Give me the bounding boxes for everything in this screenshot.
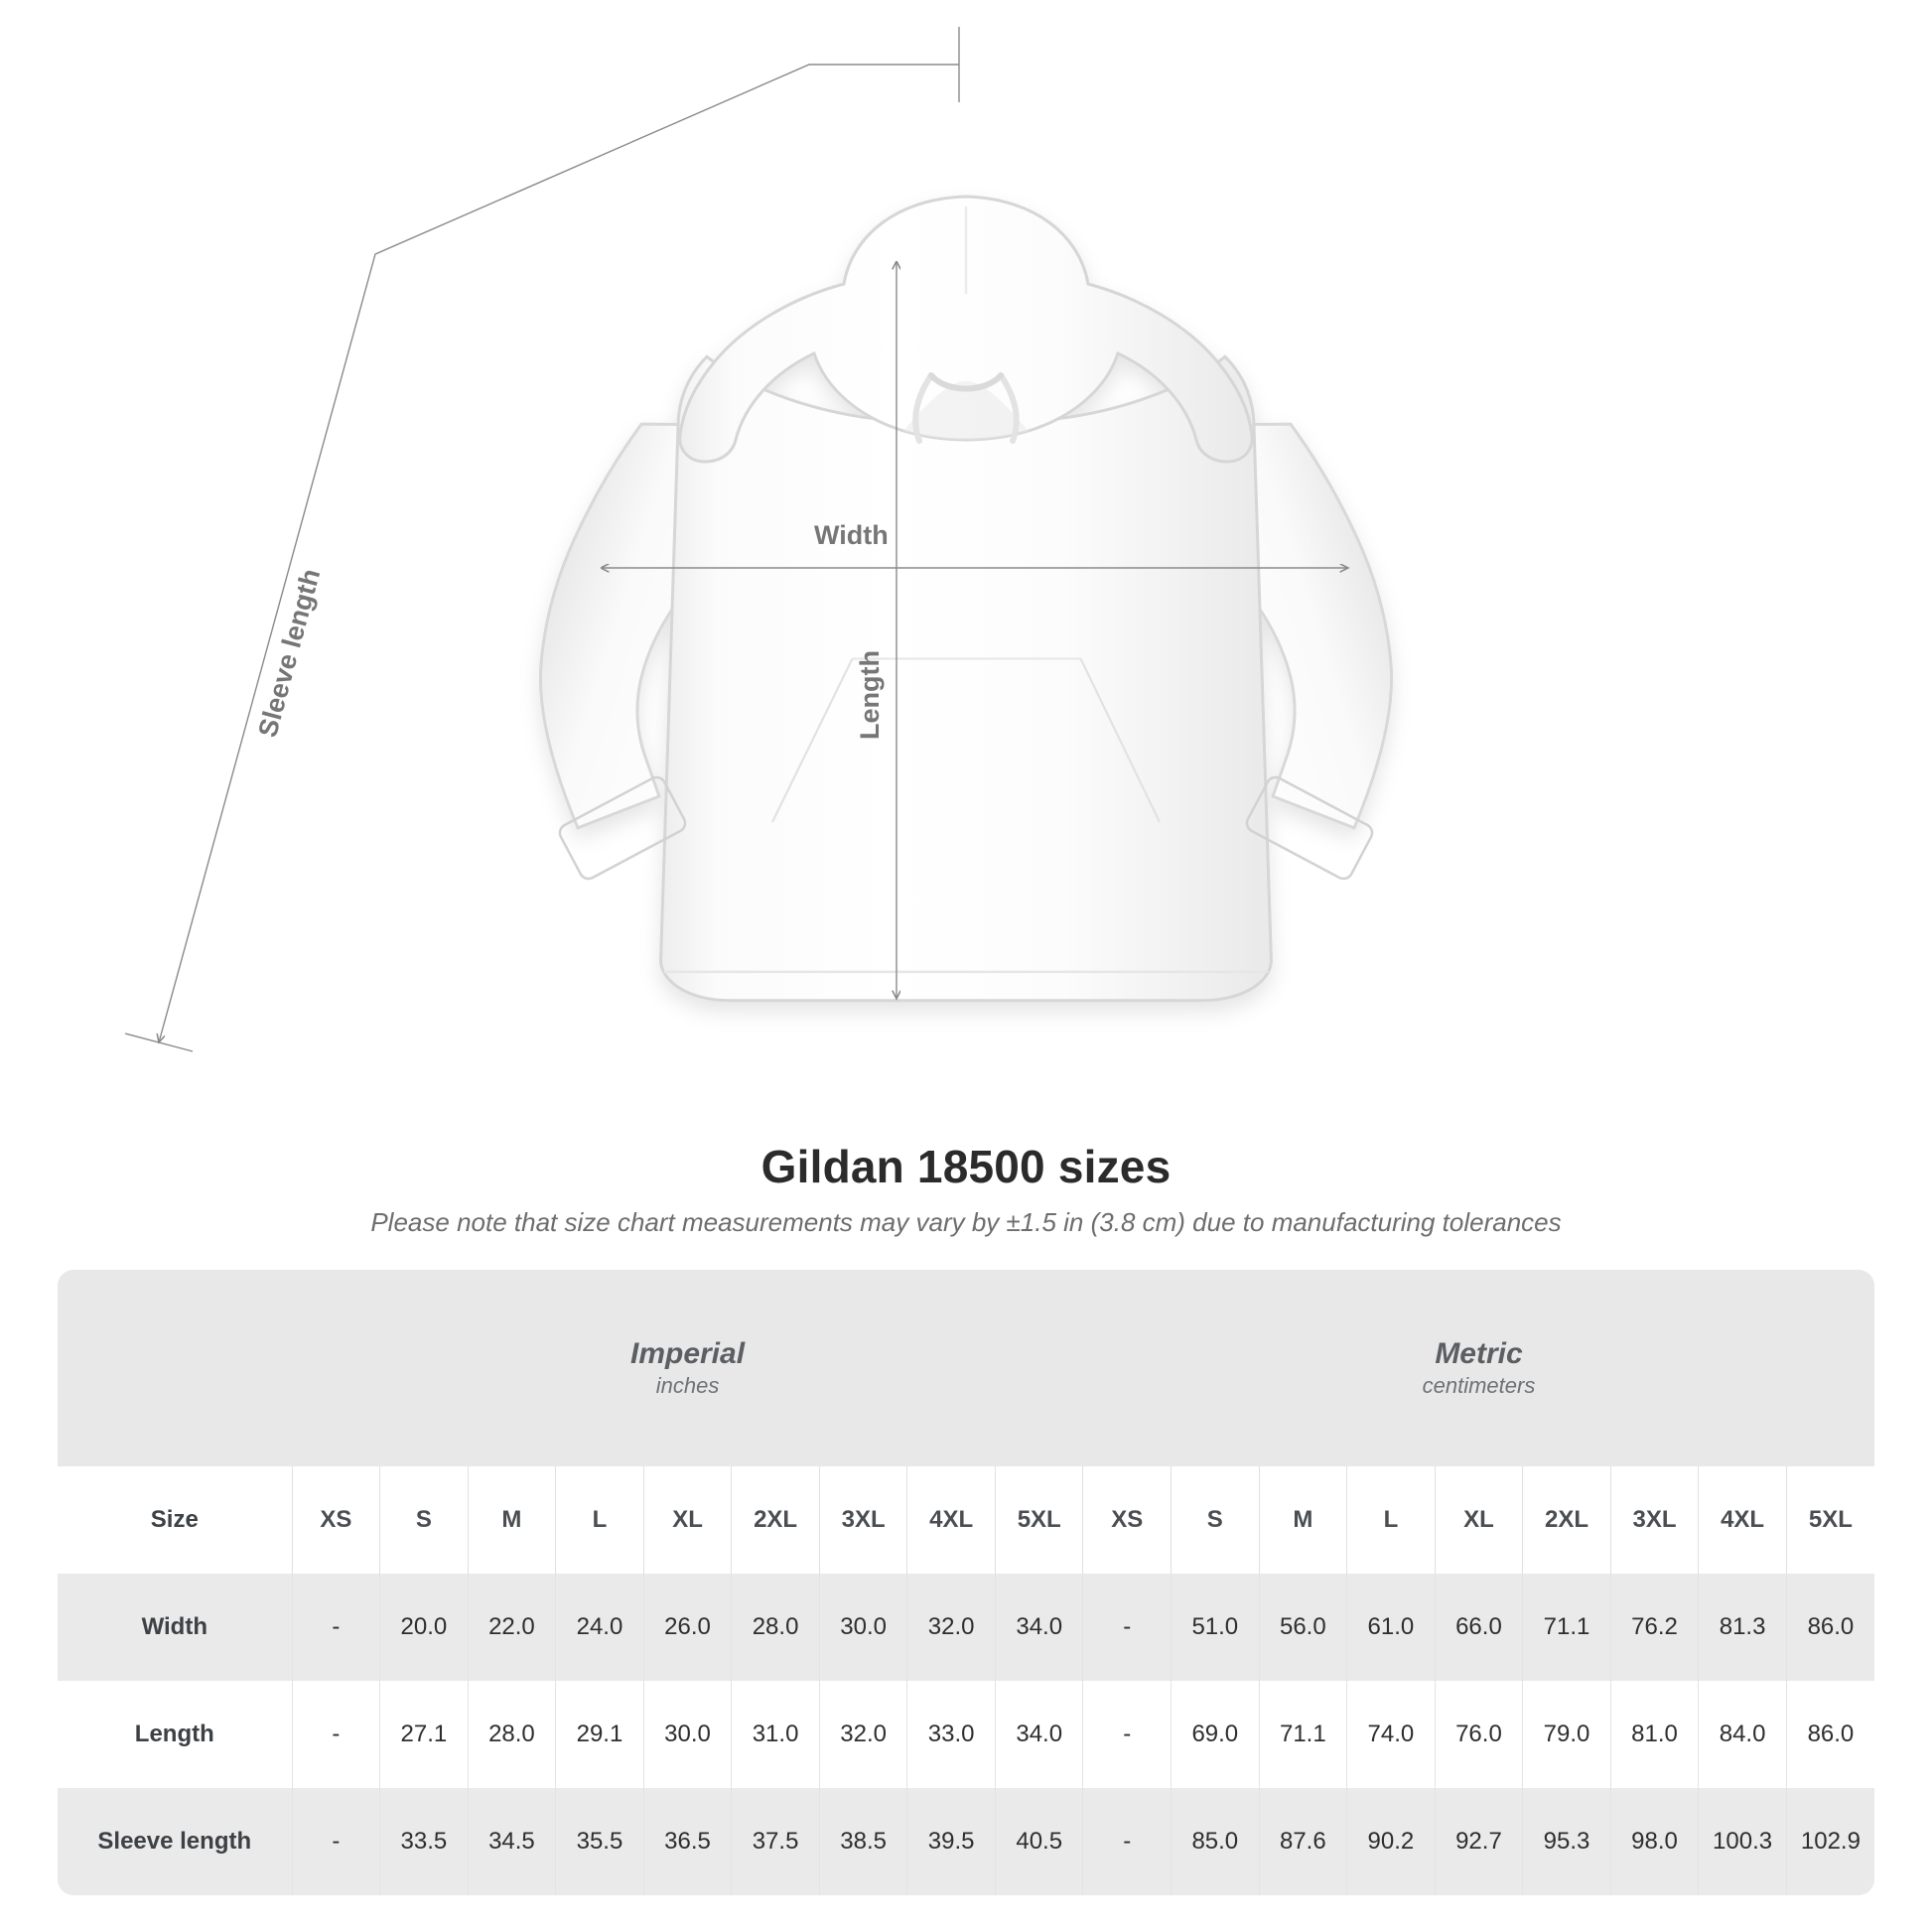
svg-text:Length: Length (855, 650, 885, 740)
svg-text:Sleeve length: Sleeve length (252, 566, 326, 741)
svg-text:Width: Width (814, 520, 889, 550)
